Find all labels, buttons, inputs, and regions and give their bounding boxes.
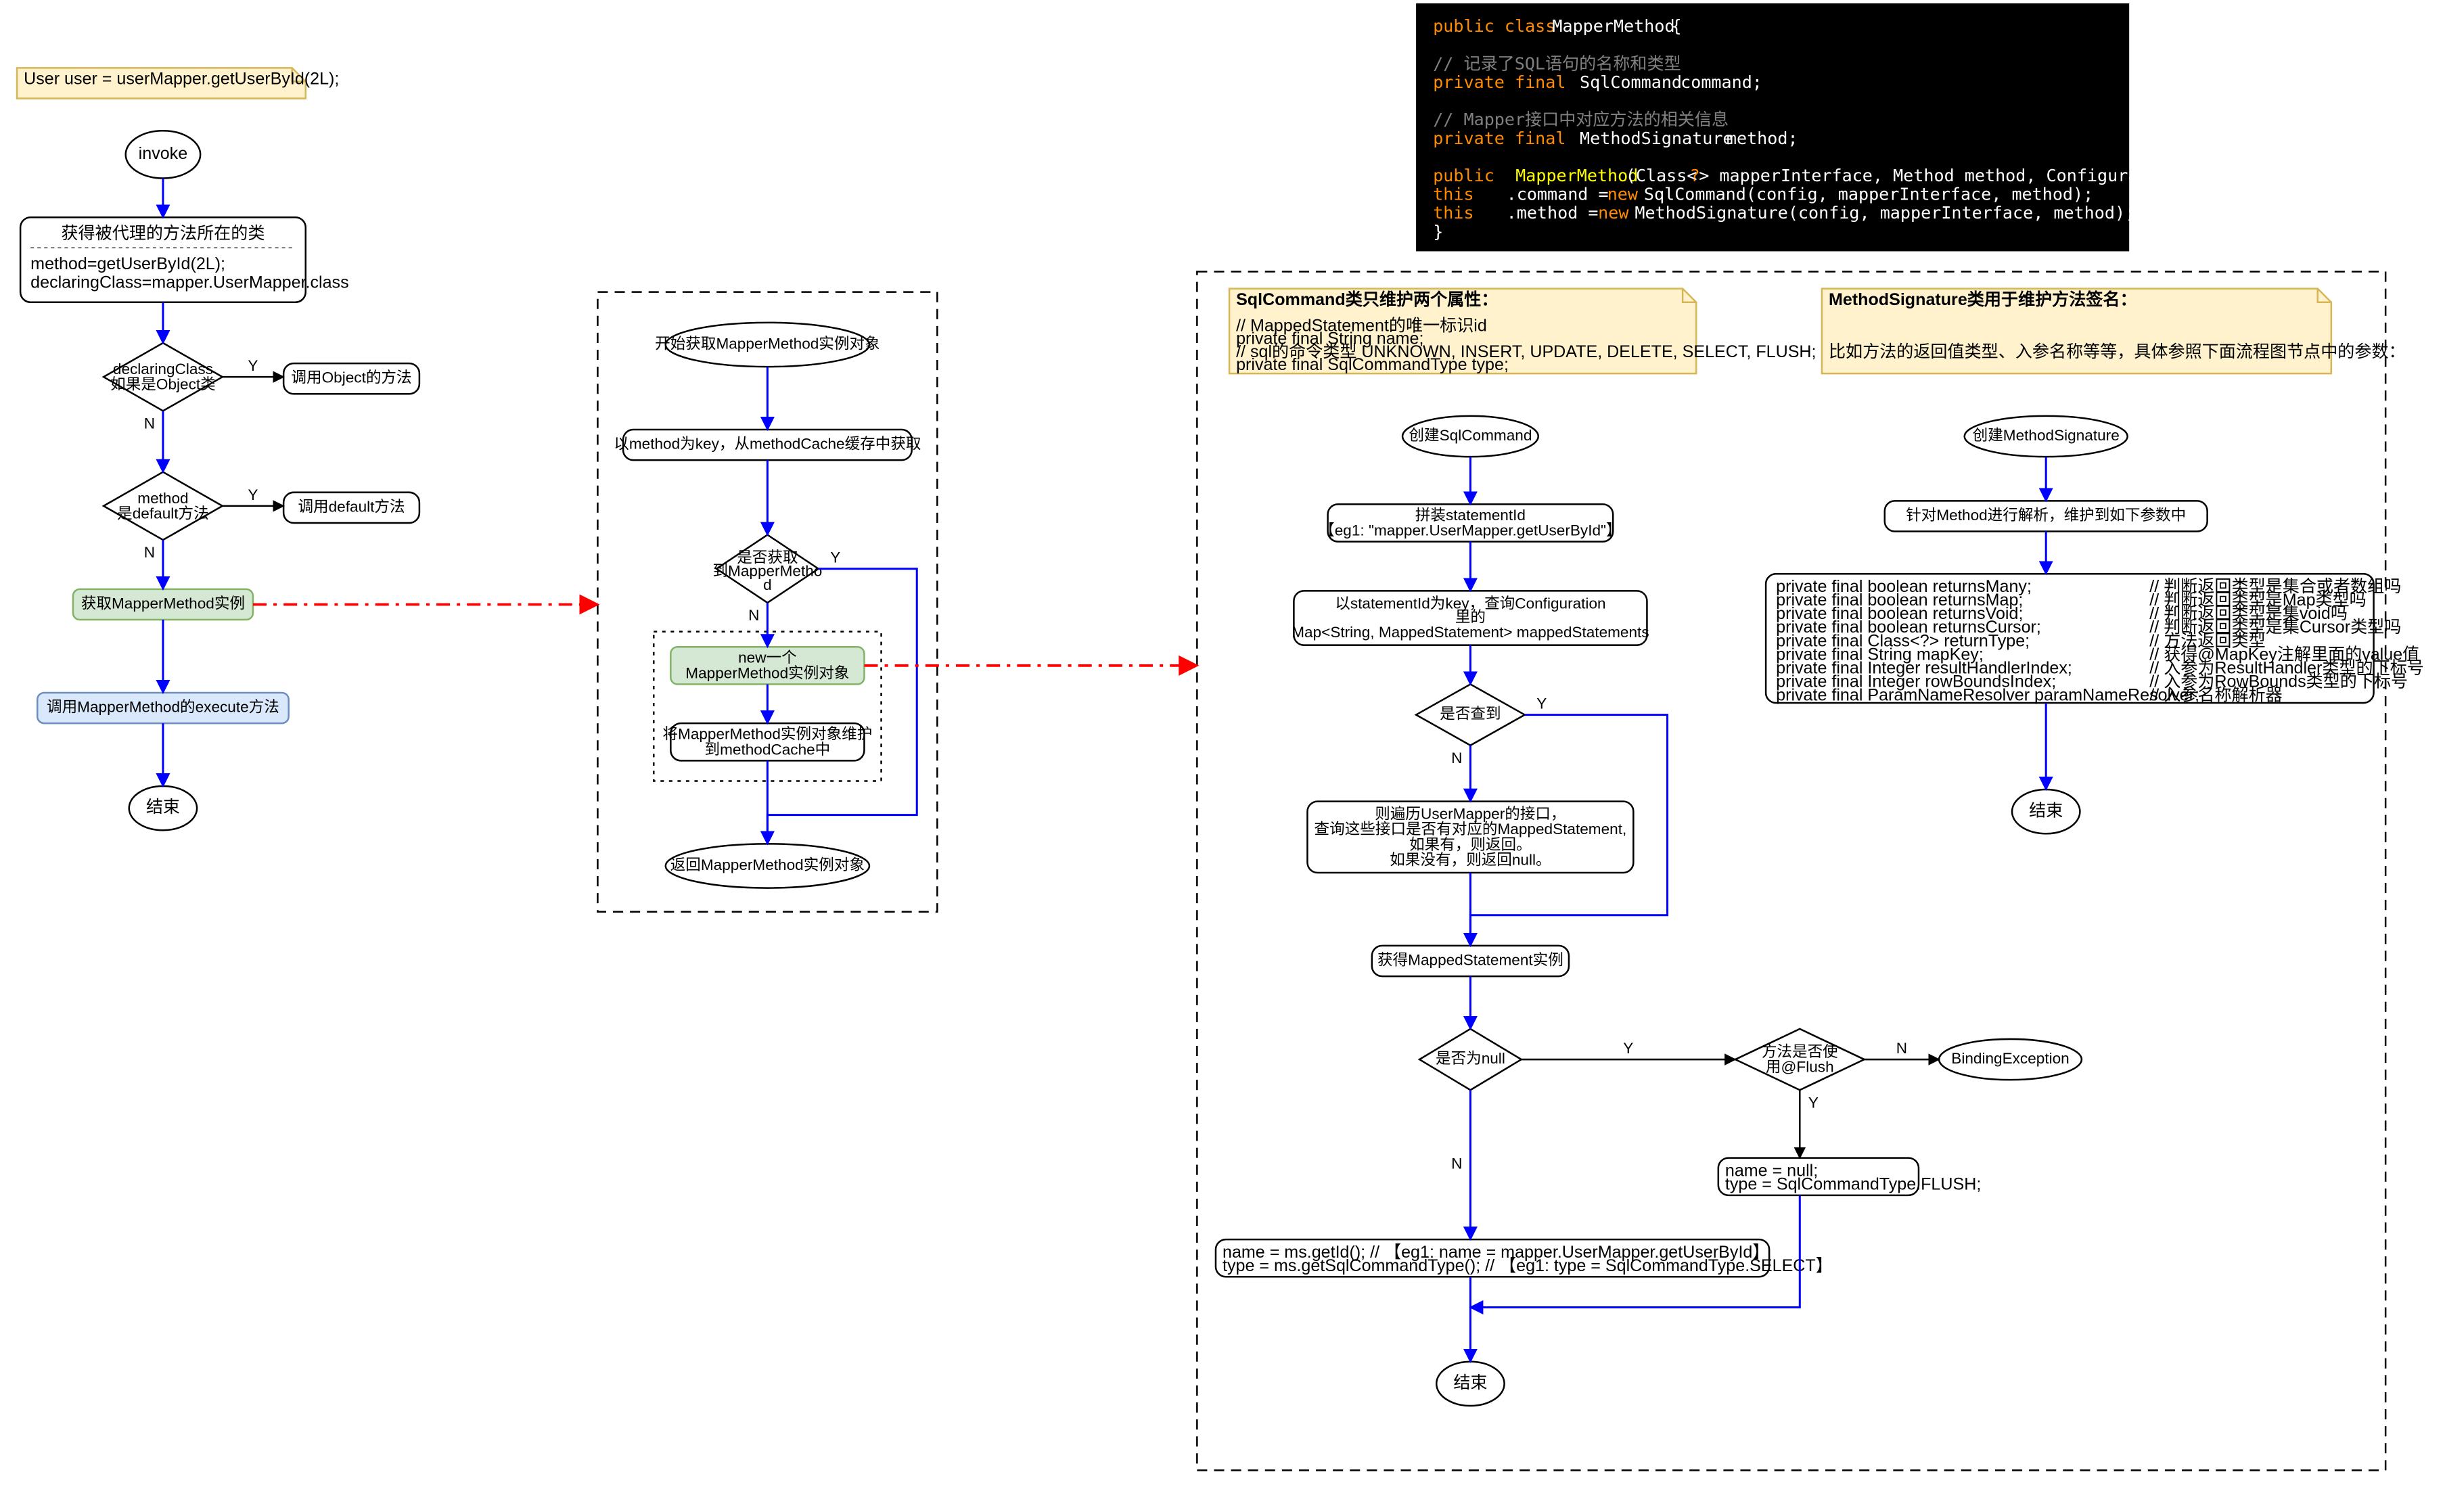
svg-text:针对Method进行解析，维护到如下参数中: 针对Method进行解析，维护到如下参数中 — [1906, 507, 2186, 524]
svg-text:public: public — [1433, 166, 1494, 185]
svg-text:是default方法: 是default方法 — [117, 505, 209, 522]
svg-text:N: N — [748, 607, 759, 624]
svg-text:将MapperMethod实例对象维护: 将MapperMethod实例对象维护 — [662, 726, 872, 743]
svg-text:Y: Y — [1808, 1094, 1819, 1111]
svg-text:方法是否使: 方法是否使 — [1762, 1043, 1838, 1060]
svg-text:用@Flush: 用@Flush — [1766, 1059, 1834, 1076]
svg-text:是否查到: 是否查到 — [1440, 706, 1501, 723]
svg-text:调用Object的方法: 调用Object的方法 — [291, 369, 411, 386]
svg-text:new: new — [1598, 203, 1629, 223]
svg-text:this: this — [1433, 185, 1473, 204]
svg-text:【eg1: "mapper.UserMapper.getUs: 【eg1: "mapper.UserMapper.getUserById"】 — [1319, 522, 1621, 539]
svg-text:type = ms.getSqlCommandType();: type = ms.getSqlCommandType(); // 【eg1: … — [1222, 1256, 1833, 1275]
svg-text:invoke: invoke — [139, 144, 187, 163]
svg-text:}: } — [1433, 222, 1443, 242]
svg-text:command;: command; — [1681, 72, 1762, 92]
svg-text:// 记录了SQL语句的名称和类型: // 记录了SQL语句的名称和类型 — [1433, 53, 1681, 73]
svg-text:declaringClass=mapper.UserMapp: declaringClass=mapper.UserMapper.class — [30, 273, 348, 292]
svg-text:如果有，则返回。: 如果有，则返回。 — [1409, 836, 1532, 853]
svg-text:里的: 里的 — [1455, 609, 1486, 626]
svg-text:new: new — [1607, 185, 1639, 204]
svg-text:如果没有，则返回null。: 如果没有，则返回null。 — [1390, 851, 1551, 868]
svg-text:MapperMethod: MapperMethod — [1515, 166, 1638, 185]
svg-text:private final SqlCommandType t: private final SqlCommandType type; — [1236, 355, 1509, 374]
svg-text:MapperMethod实例对象: MapperMethod实例对象 — [685, 664, 849, 681]
svg-text:declaringClass: declaringClass — [113, 361, 213, 377]
svg-text:new一个: new一个 — [738, 649, 797, 666]
svg-text:Y: Y — [1536, 695, 1547, 712]
svg-text:(Class<: (Class< — [1626, 166, 1697, 185]
svg-text:开始获取MapperMethod实例对象: 开始获取MapperMethod实例对象 — [655, 335, 880, 352]
svg-text:结束: 结束 — [2029, 801, 2063, 820]
svg-text:private final ParamNameResolve: private final ParamNameResolver paramNam… — [1776, 686, 2199, 705]
svg-text:private final: private final — [1433, 129, 1566, 148]
svg-text:Y: Y — [1623, 1040, 1633, 1057]
svg-text:Y: Y — [248, 486, 258, 503]
svg-text:Y: Y — [248, 357, 258, 374]
svg-text:MethodSignature: MethodSignature — [1580, 129, 1733, 148]
svg-text:method;: method; — [1727, 129, 1798, 148]
svg-text:MethodSignature类用于维护方法签名：: MethodSignature类用于维护方法签名： — [1829, 290, 2137, 309]
svg-text:method: method — [137, 490, 188, 507]
svg-text:SqlCommand类只维护两个属性：: SqlCommand类只维护两个属性： — [1236, 290, 1498, 309]
svg-text:N: N — [144, 544, 155, 561]
svg-text:以method为key，从methodCache缓存中获取: 以method为key，从methodCache缓存中获取 — [614, 436, 921, 453]
svg-text:返回MapperMethod实例对象: 返回MapperMethod实例对象 — [670, 856, 865, 873]
svg-text:是否为null: 是否为null — [1436, 1050, 1505, 1067]
svg-text:this: this — [1433, 203, 1473, 223]
svg-text:public class: public class — [1433, 16, 1555, 36]
svg-text:Map<String, MappedStatement> m: Map<String, MappedStatement> mappedState… — [1292, 624, 1649, 641]
svg-text:> mapperInterface, Method meth: > mapperInterface, Method method, Config… — [1699, 166, 2281, 185]
svg-text:比如方法的返回值类型、入参名称等等，具体参照下面流程图节点中: 比如方法的返回值类型、入参名称等等，具体参照下面流程图节点中的参数： — [1829, 342, 2406, 361]
svg-text:创建SqlCommand: 创建SqlCommand — [1409, 427, 1532, 444]
svg-text:{: { — [1672, 16, 1682, 36]
svg-text:type = SqlCommandType.FLUSH;: type = SqlCommandType.FLUSH; — [1725, 1174, 1981, 1193]
svg-text:结束: 结束 — [1453, 1373, 1487, 1392]
svg-text:获得MappedStatement实例: 获得MappedStatement实例 — [1377, 951, 1563, 968]
svg-text:N: N — [1896, 1040, 1907, 1057]
svg-text:method=getUserById(2L);: method=getUserById(2L); — [30, 254, 225, 273]
svg-text:MapperMethod: MapperMethod — [1552, 16, 1674, 36]
svg-text:d: d — [763, 576, 772, 593]
svg-text:结束: 结束 — [146, 798, 180, 817]
svg-text:.command =: .command = — [1507, 185, 1609, 204]
svg-text:// Mapper接口中对应方法的相关信息: // Mapper接口中对应方法的相关信息 — [1433, 110, 1729, 129]
svg-text:则遍历UserMapper的接口，: 则遍历UserMapper的接口， — [1375, 806, 1566, 823]
svg-text:.method =: .method = — [1507, 203, 1599, 223]
svg-text:SqlCommand: SqlCommand — [1580, 72, 1682, 92]
svg-text:如果是Object类: 如果是Object类 — [110, 376, 216, 393]
svg-text:N: N — [1451, 750, 1462, 766]
svg-text:SqlCommand(config, mapperInter: SqlCommand(config, mapperInterface, meth… — [1644, 185, 2093, 204]
svg-text:MethodSignature(config, mapper: MethodSignature(config, mapperInterface,… — [1635, 203, 2135, 223]
svg-text:调用MapperMethod的execute方法: 调用MapperMethod的execute方法 — [47, 699, 279, 716]
svg-text:获得被代理的方法所在的类: 获得被代理的方法所在的类 — [61, 224, 265, 243]
svg-text:N: N — [1451, 1155, 1462, 1172]
svg-text:创建MethodSignature: 创建MethodSignature — [1973, 427, 2120, 444]
svg-text:Y: Y — [830, 549, 840, 566]
svg-text:调用default方法: 调用default方法 — [298, 498, 405, 515]
svg-text:User user = userMapper.getUser: User user = userMapper.getUserById(2L); — [24, 70, 339, 89]
svg-text:N: N — [144, 415, 155, 432]
svg-text:获取MapperMethod实例: 获取MapperMethod实例 — [81, 595, 245, 612]
svg-text:到methodCache中: 到methodCache中 — [705, 741, 831, 758]
svg-text:private final: private final — [1433, 72, 1566, 92]
svg-text:查询这些接口是否有对应的MappedStatement,: 查询这些接口是否有对应的MappedStatement, — [1315, 821, 1627, 838]
edge — [767, 569, 917, 844]
svg-text:BindingException: BindingException — [1951, 1050, 2069, 1067]
svg-text:// 入参名称解析器: // 入参名称解析器 — [2149, 686, 2282, 705]
svg-text:拼装statementId: 拼装statementId — [1415, 507, 1526, 524]
